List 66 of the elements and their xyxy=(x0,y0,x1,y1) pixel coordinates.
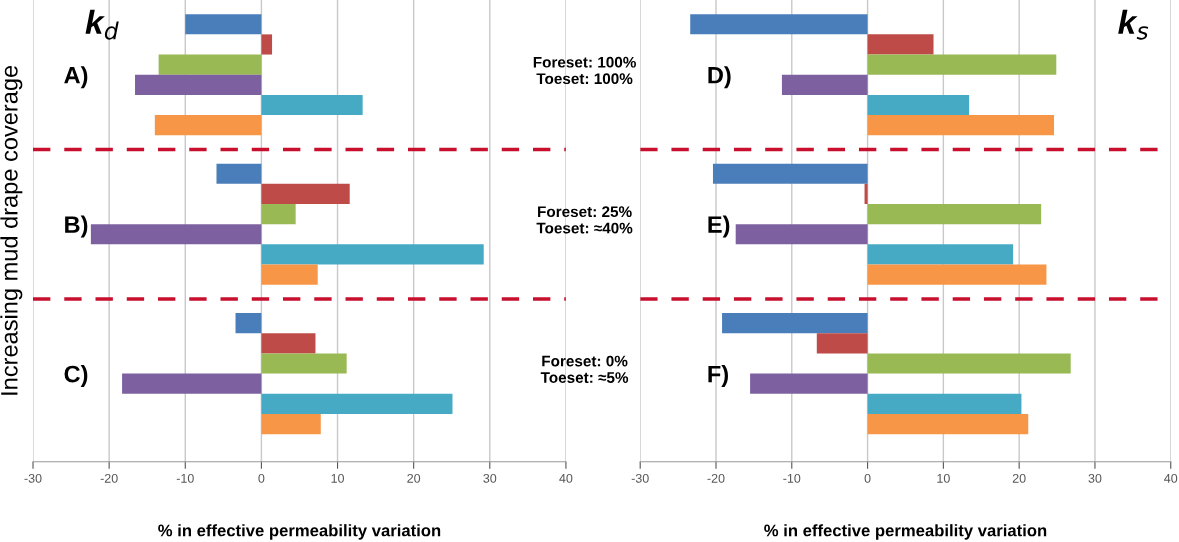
y-tick-label: F) xyxy=(708,365,728,388)
bar xyxy=(867,244,1014,265)
x-tick-label: 0 xyxy=(864,473,871,483)
bar xyxy=(867,34,934,55)
bar xyxy=(867,353,1071,374)
x-tick-label: 10 xyxy=(331,473,344,483)
y-axis-title: Increasing mud drape coverage xyxy=(0,65,23,395)
y-tick-label: D) xyxy=(708,66,731,89)
bar xyxy=(261,94,363,116)
x-tick-label: -30 xyxy=(24,473,42,483)
x-tick-label: 30 xyxy=(1088,473,1102,483)
y-tick-label: E) xyxy=(708,215,730,238)
bar xyxy=(261,393,453,414)
x-tick-label: -10 xyxy=(176,473,194,483)
bar xyxy=(158,54,262,75)
bar xyxy=(261,413,321,435)
x-tick-label: -20 xyxy=(100,473,118,483)
bar xyxy=(135,74,262,95)
x-axis-title: % in effective permeability variation xyxy=(764,524,1047,540)
x-tick-label: 30 xyxy=(483,473,497,483)
bar xyxy=(122,373,262,394)
bar xyxy=(690,14,868,35)
bar xyxy=(735,224,868,245)
bar xyxy=(750,373,868,394)
bar xyxy=(185,14,262,35)
chart-title: k$_{s}$ xyxy=(1118,9,1149,40)
bar xyxy=(712,163,868,184)
bar xyxy=(864,183,868,204)
annotation: Foreset: 0% Toeset: ≈5% xyxy=(540,355,629,383)
bar xyxy=(261,264,318,285)
bar xyxy=(261,203,296,225)
bar xyxy=(867,393,1022,414)
x-tick-label: 20 xyxy=(407,473,421,483)
x-tick-label: 10 xyxy=(937,473,950,483)
x-tick-label: -10 xyxy=(783,473,801,483)
bar xyxy=(867,264,1047,285)
y-tick-label: C) xyxy=(64,365,88,388)
x-axis-title: % in effective permeability variation xyxy=(158,524,441,540)
bar xyxy=(867,413,1029,435)
bar xyxy=(235,313,262,334)
y-tick-label: A) xyxy=(64,66,88,89)
bar xyxy=(781,74,868,95)
bar xyxy=(867,94,970,116)
bar xyxy=(216,163,262,184)
x-tick-label: 0 xyxy=(258,473,265,483)
bar xyxy=(261,333,316,354)
x-tick-label: 40 xyxy=(1164,473,1178,483)
bar xyxy=(867,115,1055,136)
bar xyxy=(867,203,1042,225)
bar xyxy=(154,115,262,136)
bar xyxy=(261,353,347,374)
x-tick-label: -20 xyxy=(707,473,725,483)
bar xyxy=(261,244,484,265)
x-tick-label: 20 xyxy=(1012,473,1026,483)
bar xyxy=(722,313,868,334)
bar xyxy=(90,224,262,245)
y-tick-label: B) xyxy=(65,215,88,238)
annotation: Foreset: 100% Toeset: 100% xyxy=(533,56,636,85)
bar xyxy=(261,34,273,55)
bar xyxy=(816,333,868,354)
bar xyxy=(261,183,350,204)
chart-title: k$_{d}$ xyxy=(85,9,119,40)
x-tick-label: 40 xyxy=(559,473,573,483)
annotation: Foreset: 25% Toeset: ≈40% xyxy=(536,206,633,234)
x-tick-label: -30 xyxy=(631,473,649,483)
bar xyxy=(867,54,1057,75)
